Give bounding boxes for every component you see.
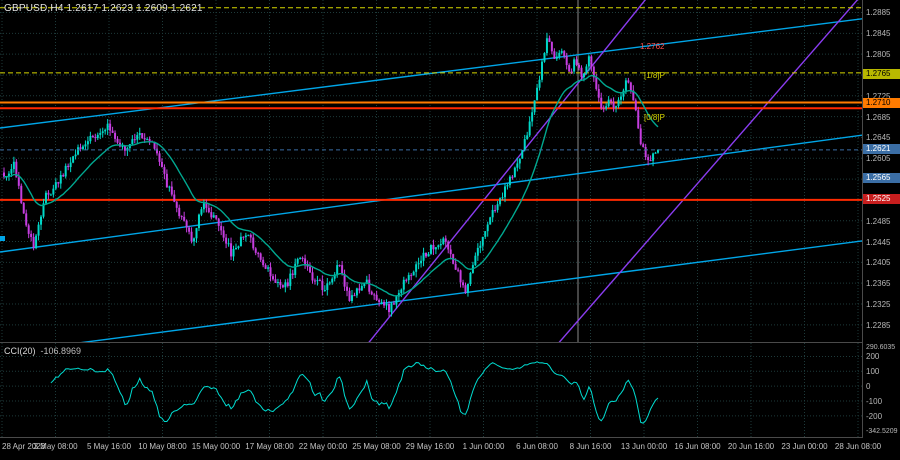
chart-title: GBPUSD,H4 1.2617 1.2623 1.2609 1.2621 (4, 3, 203, 14)
time-label: 28 Apr 2023 (2, 442, 46, 451)
time-axis[interactable]: 28 Apr 2023 3 May 08:00 5 May 16:00 10 May … (0, 438, 900, 460)
price-tag[interactable]: 1.2765 (863, 68, 900, 79)
indicator-value: -106.8969 (40, 346, 82, 356)
time-label: 29 May 16:00 (405, 442, 455, 451)
trendline-anchor-marker (0, 236, 5, 241)
time-label: 17 May 08:00 (245, 442, 294, 451)
price-tick: 1.2885 (866, 8, 891, 18)
price-tick: 1.2605 (866, 154, 891, 164)
cci-tick: -100 (866, 396, 883, 406)
price-tick: 1.2485 (866, 216, 891, 226)
chart-annotation: [1/8]P (644, 71, 665, 80)
time-label: 3 May 08:00 (33, 442, 78, 451)
time-label: 20 Jun 16:00 (727, 442, 775, 451)
moving-average-line (3, 74, 659, 297)
cci-min-label: -342.5209 (866, 428, 898, 435)
time-label: 15 May 00:00 (191, 442, 241, 451)
price-tick: 1.2325 (866, 300, 891, 309)
time-label: 16 Jun 08:00 (674, 442, 721, 451)
price-chart-canvas: 1.2762 [1/8]P [0/8]P (0, 0, 862, 342)
trend-lines (0, 0, 862, 342)
pane-separator-top (0, 342, 900, 343)
time-label: 1 Jun 00:00 (462, 442, 505, 451)
indicator-name: CCI(20) (4, 346, 36, 356)
chart-annotation: 1.2762 (640, 42, 665, 51)
candles (3, 32, 659, 317)
time-label: 23 Jun 00:00 (781, 442, 828, 451)
price-tick: 1.2805 (866, 50, 891, 60)
price-tick: 1.2405 (866, 258, 891, 268)
price-tick: 1.2445 (866, 237, 891, 247)
time-label: 25 May 08:00 (352, 442, 401, 451)
time-label: 6 Jun 08:00 (516, 442, 558, 451)
price-tick: 1.2845 (866, 29, 891, 39)
cci-tick: -200 (866, 411, 883, 421)
time-label: 22 May 00:00 (298, 442, 348, 451)
indicator-label: CCI(20) -106.8969 (4, 346, 81, 356)
cci-tick: 0 (866, 382, 871, 392)
time-label: 8 Jun 16:00 (569, 442, 612, 451)
cci-canvas (0, 343, 862, 437)
chart-annotation: [0/8]P (644, 113, 665, 122)
cci-line (50, 361, 659, 424)
price-tick: 1.2725 (866, 91, 891, 101)
price-axis[interactable]: 1.2885 1.2845 1.2805 1.2765 1.2725 1.2685 1.26… (862, 0, 900, 460)
cci-tick: 100 (866, 367, 880, 377)
horizontal-levels (0, 7, 862, 201)
price-tick: 1.2285 (866, 320, 891, 330)
cci-tick: 200 (866, 352, 880, 362)
price-tag[interactable]: 1.2565 (863, 173, 900, 184)
price-tick: 1.2645 (866, 133, 891, 143)
grid (0, 0, 862, 342)
cci-max-label: 290.6035 (866, 344, 896, 351)
time-label: 28 Jun 08:00 (834, 442, 882, 451)
price-tag[interactable]: 1.2621 (863, 143, 900, 154)
time-label: 10 May 08:00 (138, 442, 187, 451)
price-tick: 1.2685 (866, 112, 891, 122)
price-tag[interactable]: 1.2710 (863, 97, 900, 108)
price-tag[interactable]: 1.2525 (863, 193, 900, 204)
indicator-grid (0, 343, 862, 437)
pane-separator-bottom (0, 437, 900, 438)
price-tick: 1.2365 (866, 279, 891, 289)
time-label: 5 May 16:00 (86, 442, 132, 451)
time-label: 13 Jun 00:00 (620, 442, 668, 451)
